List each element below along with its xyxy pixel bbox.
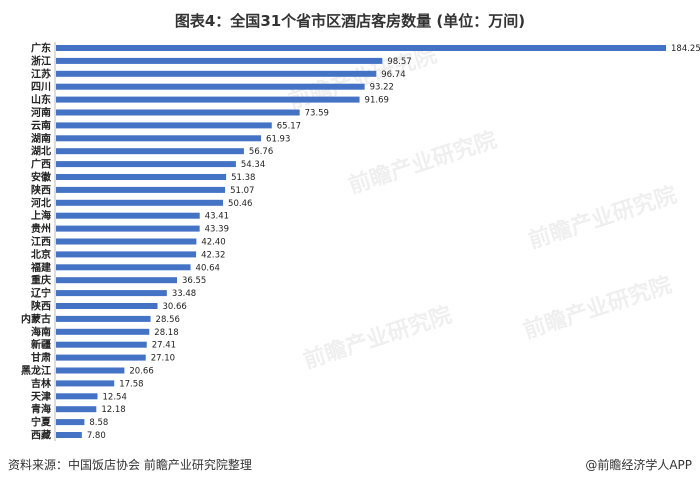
bar [56,161,236,168]
bar [56,186,226,193]
value-label: 36.55 [182,276,206,286]
bar [56,96,360,103]
category-label: 内蒙古 [21,312,51,325]
value-label: 20.66 [129,367,153,377]
bar [56,225,200,232]
category-label: 浙江 [31,54,51,67]
brand-credit: @前瞻经济学人APP [585,458,692,472]
category-label: 陕西 [31,183,51,196]
bar [56,251,197,258]
category-label: 海南 [31,325,51,338]
bar-chart: 广东 184.25 浙江 98.57 江苏 96.74 四川 93.22 山东 91.69 河南 73… [21,42,700,442]
bar [56,174,227,180]
footer: 资料来源：中国饭店协会 前瞻产业研究院整理 @前瞻经济学人APP [0,456,700,478]
category-label: 安徽 [31,171,52,184]
category-label: 西藏 [31,429,51,442]
value-label: 30.66 [163,302,187,312]
chart-title: 图表4：全国31个省市区酒店客房数量 (单位：万间) [174,12,526,30]
category-label: 广东 [31,42,51,55]
bar [56,277,178,284]
value-label: 27.10 [151,354,175,364]
category-label: 黑龙江 [21,364,51,377]
value-label: 12.18 [101,405,125,415]
value-label: 27.41 [152,341,176,351]
value-label: 42.40 [201,238,225,248]
value-label: 17.58 [119,379,143,389]
category-label: 江西 [31,235,51,248]
value-label: 73.59 [305,109,329,119]
value-label: 56.76 [249,147,273,157]
bar [56,328,150,335]
bar [56,57,383,64]
value-label: 42.32 [201,250,225,260]
bar [56,432,82,438]
bar [56,212,200,219]
category-label: 湖南 [31,132,51,145]
value-label: 65.17 [277,121,301,131]
category-label: 吉林 [31,377,52,390]
category-label: 广西 [31,158,51,171]
value-label: 50.46 [228,199,252,209]
category-label: 河北 [31,196,51,209]
bar [56,45,666,51]
category-label: 贵州 [31,222,51,235]
category-label: 天津 [31,390,51,403]
value-label: 91.69 [365,96,389,106]
bar [56,367,125,374]
value-label: 51.38 [231,173,255,183]
category-label: 重庆 [31,274,51,287]
bar [56,290,167,297]
bar [56,148,244,155]
value-label: 28.56 [156,315,180,325]
value-label: 61.93 [266,134,290,144]
bar [56,238,197,245]
value-label: 96.74 [381,70,405,80]
value-label: 43.41 [205,212,229,222]
value-label: 33.48 [172,289,196,299]
value-label: 8.58 [89,418,108,428]
category-label: 辽宁 [31,287,51,300]
category-label: 江苏 [31,67,51,80]
value-label: 184.25 [671,44,700,54]
category-label: 宁夏 [31,416,52,429]
category-label: 福建 [30,261,52,274]
bar [56,70,377,77]
value-label: 28.18 [154,328,178,338]
bar [56,354,146,361]
category-label: 青海 [31,403,51,416]
category-label: 甘肃 [31,351,51,364]
category-label: 北京 [31,248,51,261]
category-label: 湖北 [31,145,51,158]
bar [56,109,300,116]
value-label: 40.64 [196,263,220,273]
category-label: 新疆 [31,338,51,351]
value-label: 43.39 [205,225,229,235]
category-label: 云南 [31,119,51,132]
bar [56,303,158,309]
bar [56,122,272,129]
value-label: 7.80 [87,431,106,441]
category-label: 四川 [31,81,51,93]
value-label: 93.22 [370,83,394,93]
source-note: 资料来源：中国饭店协会 前瞻产业研究院整理 [8,458,252,472]
bar [56,264,191,271]
value-label: 51.07 [230,186,254,196]
bar [56,341,147,348]
value-label: 98.57 [387,57,411,67]
bar [56,406,97,413]
value-label: 54.34 [241,160,265,170]
bar [56,380,115,387]
bar [56,199,224,206]
bar [56,419,85,426]
category-label: 山东 [31,93,51,106]
bar [56,135,262,142]
value-label: 12.54 [103,392,127,402]
bar [56,393,98,400]
bar [56,315,151,322]
category-label: 上海 [31,209,51,222]
bar [56,83,365,90]
category-label: 河南 [31,106,51,119]
category-label: 陕西 [31,300,51,313]
